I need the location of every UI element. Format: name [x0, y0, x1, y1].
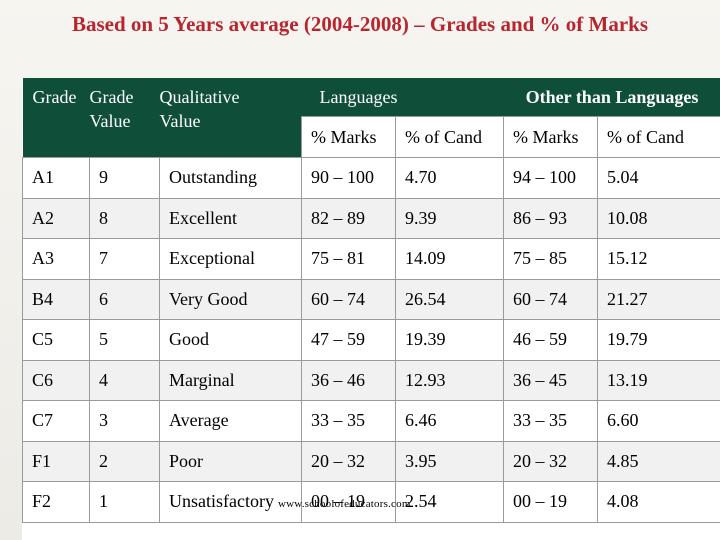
cell-grade: F2: [22, 481, 90, 523]
header-other-pct-cand: % of Cand: [596, 116, 720, 158]
cell-grade-value: 1: [89, 481, 160, 523]
cell-grade-value: 7: [89, 238, 160, 280]
cell-grade-value: 8: [89, 197, 160, 239]
header-lang-pct-marks: % Marks: [301, 116, 396, 158]
header-lang-pct-cand: % of Cand: [395, 116, 504, 158]
cell-other-cand: 4.85: [596, 440, 720, 482]
cell-lang-marks: 20 – 32: [301, 440, 396, 482]
page-title: Based on 5 Years average (2004-2008) – G…: [71, 12, 649, 36]
table-row: B4 6 Very Good 60 – 74 26.54 60 – 74 21.…: [22, 278, 720, 320]
cell-other-cand: 4.08: [596, 481, 720, 523]
cell-lang-cand: 9.39: [395, 197, 504, 239]
cell-other-marks: 94 – 100: [503, 157, 598, 199]
cell-other-marks: 20 – 32: [503, 440, 598, 482]
cell-other-cand: 10.08: [596, 197, 720, 239]
cell-grade: F1: [22, 440, 90, 482]
cell-lang-marks: 82 – 89: [301, 197, 396, 239]
cell-grade-value: 3: [89, 400, 160, 442]
cell-other-cand: 5.04: [596, 157, 720, 199]
header-grade-value: Grade Value: [89, 78, 160, 158]
table-row: F2 1 Unsatisfactory 00 – 19 2.54 00 – 19…: [22, 481, 720, 523]
table-row: A1 9 Outstanding 90 – 100 4.70 94 – 100 …: [22, 157, 720, 199]
watermark-url: www.schoolofeducators.com: [278, 498, 411, 510]
cell-qualitative: Good: [159, 319, 302, 361]
cell-other-marks: 75 – 85: [503, 238, 598, 280]
cell-lang-cand: 19.39: [395, 319, 504, 361]
header-qualitative-value: Qualitative Value: [159, 78, 302, 158]
cell-qualitative: Exceptional: [159, 238, 302, 280]
cell-lang-marks: 00 – 19: [301, 481, 396, 523]
grades-table-container: Grade Grade Value Qualitative Value Langua…: [22, 78, 720, 540]
cell-grade-value: 5: [89, 319, 160, 361]
grades-table: Grade Grade Value Qualitative Value Langua…: [22, 78, 720, 523]
cell-other-cand: 19.79: [596, 319, 720, 361]
cell-other-marks: 86 – 93: [503, 197, 598, 239]
cell-grade: C7: [22, 400, 90, 442]
cell-qualitative: Unsatisfactory: [159, 481, 302, 523]
cell-other-cand: 21.27: [596, 278, 720, 320]
cell-lang-cand: 6.46: [395, 400, 504, 442]
cell-qualitative: Very Good: [159, 278, 302, 320]
cell-other-marks: 46 – 59: [503, 319, 598, 361]
cell-grade: C6: [22, 359, 90, 401]
cell-lang-cand: 26.54: [395, 278, 504, 320]
cell-grade-value: 2: [89, 440, 160, 482]
cell-other-cand: 13.19: [596, 359, 720, 401]
cell-lang-marks: 60 – 74: [301, 278, 396, 320]
header-other-pct-marks: % Marks: [503, 116, 598, 158]
table-row: C6 4 Marginal 36 – 46 12.93 36 – 45 13.1…: [22, 359, 720, 401]
cell-grade: A1: [22, 157, 90, 199]
cell-other-cand: 6.60: [596, 400, 720, 442]
cell-qualitative: Average: [159, 400, 302, 442]
header-other-languages: Other than Languages: [503, 78, 720, 117]
cell-lang-cand: 12.93: [395, 359, 504, 401]
cell-grade-value: 4: [89, 359, 160, 401]
cell-grade-value: 9: [89, 157, 160, 199]
cell-lang-cand: 14.09: [395, 238, 504, 280]
cell-qualitative: Outstanding: [159, 157, 302, 199]
cell-lang-marks: 33 – 35: [301, 400, 396, 442]
header-grade: Grade: [22, 78, 90, 158]
cell-other-marks: 33 – 35: [503, 400, 598, 442]
table-row: C5 5 Good 47 – 59 19.39 46 – 59 19.79: [22, 319, 720, 361]
cell-lang-marks: 36 – 46: [301, 359, 396, 401]
cell-other-cand: 15.12: [596, 238, 720, 280]
cell-qualitative: Marginal: [159, 359, 302, 401]
table-row: A3 7 Exceptional 75 – 81 14.09 75 – 85 1…: [22, 238, 720, 280]
cell-other-marks: 60 – 74: [503, 278, 598, 320]
cell-lang-cand: 2.54: [395, 481, 504, 523]
cell-lang-cand: 4.70: [395, 157, 504, 199]
cell-lang-marks: 90 – 100: [301, 157, 396, 199]
header-languages: Languages: [301, 78, 504, 117]
table-row: A2 8 Excellent 82 – 89 9.39 86 – 93 10.0…: [22, 197, 720, 239]
cell-grade: A3: [22, 238, 90, 280]
cell-qualitative: Excellent: [159, 197, 302, 239]
cell-qualitative: Poor: [159, 440, 302, 482]
cell-lang-marks: 47 – 59: [301, 319, 396, 361]
cell-other-marks: 36 – 45: [503, 359, 598, 401]
cell-grade: B4: [22, 278, 90, 320]
table-row: C7 3 Average 33 – 35 6.46 33 – 35 6.60: [22, 400, 720, 442]
cell-grade-value: 6: [89, 278, 160, 320]
cell-grade: C5: [22, 319, 90, 361]
cell-lang-marks: 75 – 81: [301, 238, 396, 280]
cell-lang-cand: 3.95: [395, 440, 504, 482]
cell-grade: A2: [22, 197, 90, 239]
cell-other-marks: 00 – 19: [503, 481, 598, 523]
table-row: F1 2 Poor 20 – 32 3.95 20 – 32 4.85: [22, 440, 720, 482]
